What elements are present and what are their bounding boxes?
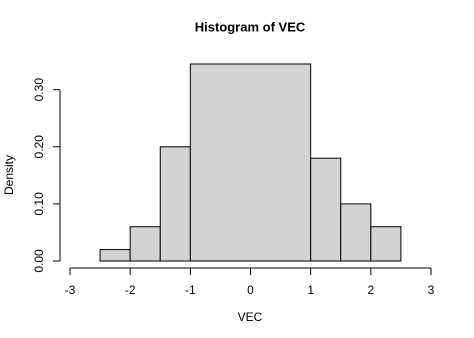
y-tick-label: 0.30 xyxy=(32,78,46,102)
y-tick-label: 0.20 xyxy=(32,135,46,159)
bar xyxy=(370,226,402,262)
bar xyxy=(159,146,191,262)
x-axis-title: VEC xyxy=(238,310,263,324)
bar xyxy=(129,226,161,262)
x-tick-label: -3 xyxy=(65,283,76,297)
x-tick-label: 0 xyxy=(247,283,254,297)
bar xyxy=(99,249,131,262)
x-tick-label: -2 xyxy=(125,283,136,297)
x-tick-label: -1 xyxy=(185,283,196,297)
x-tick-label: 3 xyxy=(428,283,435,297)
chart-title: Histogram of VEC xyxy=(195,19,306,34)
y-tick-label: 0.10 xyxy=(32,192,46,216)
y-tick-label: 0.00 xyxy=(32,249,46,273)
y-axis-title: Density xyxy=(2,155,16,195)
bar xyxy=(310,157,342,262)
x-tick-label: 2 xyxy=(367,283,374,297)
x-tick-label: 1 xyxy=(307,283,314,297)
bar xyxy=(189,63,312,262)
bar xyxy=(340,203,372,262)
